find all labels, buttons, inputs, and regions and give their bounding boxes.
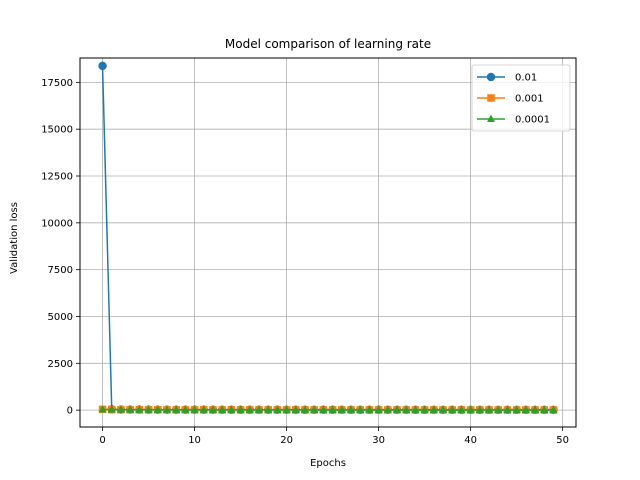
legend-label: 0.01 (515, 73, 537, 84)
legend-marker (486, 72, 496, 82)
y-tick-label: 12500 (41, 172, 73, 183)
data-point (356, 405, 365, 414)
data-point (310, 405, 319, 413)
plot-frame (79, 57, 577, 428)
x-tick-label: 10 (188, 435, 201, 446)
y-tick-label: 5000 (48, 312, 73, 323)
data-point (540, 405, 549, 414)
data-point (190, 405, 199, 413)
data-point (521, 405, 530, 414)
data-point (264, 405, 273, 413)
data-point (144, 405, 153, 413)
data-point (393, 405, 402, 414)
data-point (531, 405, 540, 414)
data-point (300, 405, 310, 413)
data-point (218, 405, 227, 413)
y-tick-label: 17500 (41, 78, 73, 89)
y-tick-label: 10000 (41, 218, 73, 229)
y-tick-label: 7500 (48, 265, 73, 276)
data-point (227, 405, 236, 413)
legend-label: 0.0001 (515, 115, 550, 126)
data-point (346, 405, 356, 414)
legend: 0.01 0.001 0.0001 (471, 64, 571, 132)
data-point (172, 405, 181, 413)
legend-marker (486, 114, 496, 123)
data-point (199, 405, 208, 413)
data-point (135, 405, 144, 413)
legend-marker (487, 94, 495, 102)
data-point (98, 404, 107, 413)
series-2 (98, 404, 558, 414)
data-point (429, 405, 438, 414)
data-point (383, 405, 392, 414)
y-tick-label: 2500 (48, 359, 73, 370)
data-point (411, 405, 420, 414)
data-point (503, 405, 512, 414)
data-point (245, 405, 254, 413)
data-point (162, 405, 171, 413)
y-axis-ticks: 0 2500 5000 7500 10000 12500 15000 17500 (41, 78, 80, 417)
series-layer (98, 61, 558, 415)
data-point (126, 405, 135, 413)
data-point (466, 405, 475, 414)
data-point (319, 405, 328, 414)
data-point (457, 405, 466, 414)
y-tick-label: 0 (67, 406, 73, 417)
data-point (337, 405, 346, 414)
data-point (475, 405, 484, 414)
data-point (116, 405, 125, 413)
data-point (328, 405, 337, 414)
data-point (98, 61, 107, 71)
legend-entry: 0.01 (477, 73, 537, 84)
y-axis-label: Validation loss (9, 202, 20, 274)
x-tick-label: 50 (556, 435, 569, 446)
data-point (208, 405, 217, 413)
data-point (448, 405, 457, 414)
data-point (153, 405, 162, 413)
legend-entry: 0.0001 (477, 114, 550, 126)
data-point (254, 405, 263, 413)
data-point (365, 405, 374, 414)
data-point (485, 405, 494, 414)
data-point (273, 405, 282, 413)
data-point (291, 405, 300, 413)
data-point (107, 405, 116, 413)
data-point (402, 405, 411, 414)
x-tick-label: 30 (372, 435, 385, 446)
y-tick-label: 15000 (41, 125, 73, 136)
data-point (549, 405, 558, 414)
x-tick-label: 20 (280, 435, 293, 446)
data-point (439, 405, 448, 414)
data-point (512, 405, 521, 414)
legend-label: 0.001 (515, 94, 544, 105)
data-point (282, 405, 291, 413)
series-line (102, 408, 554, 411)
chart-title: Model comparison of learning rate (225, 37, 431, 51)
x-tick-label: 0 (99, 435, 105, 446)
x-axis-ticks: 0 10 20 30 40 50 (99, 427, 569, 446)
legend-box (471, 64, 571, 132)
data-point (420, 405, 429, 414)
legend-entry: 0.001 (477, 94, 544, 105)
data-point (181, 405, 190, 413)
x-tick-label: 40 (464, 435, 477, 446)
data-point (236, 405, 245, 413)
data-point (494, 405, 503, 414)
data-point (374, 405, 383, 414)
x-axis-label: Epochs (310, 458, 346, 469)
